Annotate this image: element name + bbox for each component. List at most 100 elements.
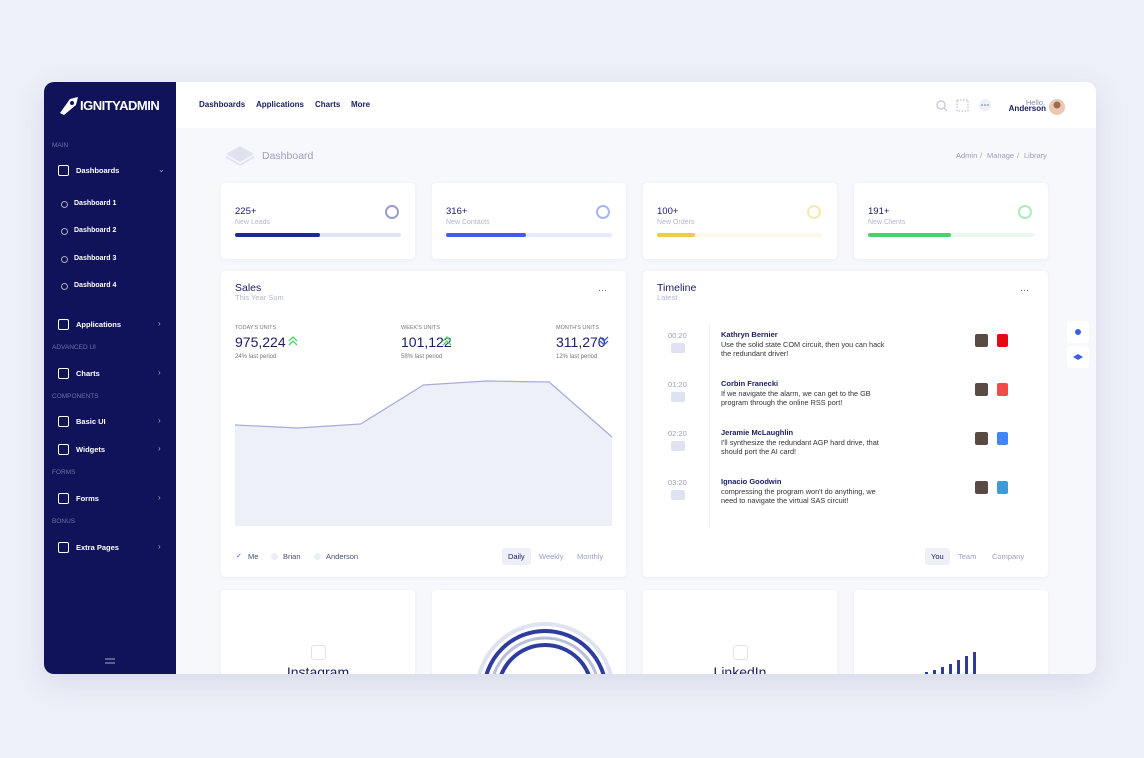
metric-value: 975,224 (235, 334, 286, 350)
menu-icon[interactable] (58, 368, 69, 379)
submenu-dot[interactable] (61, 283, 68, 290)
tab[interactable]: Team (958, 552, 977, 561)
timeline-avatar (975, 481, 988, 494)
nav-link[interactable]: Charts (315, 100, 341, 109)
nav-link[interactable]: Applications (256, 100, 305, 109)
stat-icon (807, 205, 821, 219)
timeline-logo (997, 481, 1008, 494)
legend-item[interactable]: Brian (283, 552, 301, 561)
menu-item[interactable]: Basic UI (76, 417, 106, 426)
sales-title: Sales (235, 282, 262, 294)
sidebar-section: FORMS (52, 469, 76, 476)
menu-icon[interactable] (58, 416, 69, 427)
donut-ring (492, 636, 598, 674)
tab[interactable]: Company (992, 552, 1025, 561)
donut-decor (477, 622, 613, 674)
submenu-dot[interactable] (61, 201, 68, 208)
breadcrumb-sep: / (980, 151, 983, 160)
menu-icon[interactable] (58, 319, 69, 330)
timeline-avatar (975, 432, 988, 445)
timeline-avatar (975, 383, 988, 396)
menu-item[interactable]: Extra Pages (76, 543, 119, 552)
menu-icon[interactable] (58, 444, 69, 455)
tab[interactable]: Monthly (577, 552, 604, 561)
timeline-subtitle: Latest (657, 293, 678, 302)
timeline-name: Ignacio Goodwin (721, 477, 782, 486)
menu-icon[interactable] (58, 542, 69, 553)
menu-chevron[interactable]: › (158, 444, 161, 453)
menu-item[interactable]: Forms (76, 494, 99, 503)
widget-card (854, 590, 1048, 674)
stat-value: 225+ (235, 206, 257, 217)
tab[interactable]: Weekly (539, 552, 564, 561)
stat-value: 316+ (446, 206, 468, 217)
submenu-item[interactable]: Dashboard 4 (74, 282, 117, 289)
donut-ring (477, 622, 613, 674)
breadcrumb-item[interactable]: Manage (987, 151, 1015, 160)
menu-icon[interactable] (58, 493, 69, 504)
progress-fill (446, 233, 526, 237)
user-name: Anderson (1008, 104, 1046, 113)
menu-item[interactable]: Dashboards (76, 166, 120, 175)
timeline-name: Kathryn Bernier (721, 330, 778, 339)
timeline-time: 02:20 (668, 429, 687, 438)
submenu-item[interactable]: Dashboard 3 (74, 255, 117, 262)
timeline-time: 03:20 (668, 478, 687, 487)
timeline-text: If we navigate the alarm, we can get to … (721, 389, 871, 398)
submenu-item[interactable]: Dashboard 1 (74, 200, 117, 207)
submenu-item[interactable]: Dashboard 2 (74, 227, 117, 234)
nav-link[interactable]: More (351, 100, 371, 109)
stat-label: New Contacts (446, 219, 490, 226)
menu-item[interactable]: Widgets (76, 445, 106, 454)
floating-buttons[interactable] (1066, 320, 1092, 372)
metric-value: 311,270 (556, 334, 606, 350)
donut-ring (484, 629, 606, 674)
trend-arrow (599, 336, 609, 346)
stat-value: 100+ (657, 206, 679, 217)
menu-chevron[interactable]: ⌄ (158, 165, 165, 174)
progress-fill (235, 233, 320, 237)
legend-item[interactable]: Me (248, 552, 259, 561)
menu-item[interactable]: Charts (76, 369, 100, 378)
stat-card (643, 183, 837, 259)
bars-decor-bar (925, 672, 928, 674)
card-menu[interactable]: ··· (1020, 285, 1029, 295)
menu-chevron[interactable]: › (158, 319, 161, 328)
tab[interactable]: You (925, 548, 950, 565)
timeline-text: the redundant driver! (721, 348, 789, 358)
timeline-title: Timeline (657, 282, 697, 294)
breadcrumb-sep: / (1017, 151, 1020, 160)
stat-label: New Leads (235, 219, 271, 226)
menu-item[interactable]: Applications (76, 320, 122, 329)
sales-chart (234, 380, 613, 526)
menu-chevron[interactable]: › (158, 368, 161, 377)
menu-icon[interactable] (58, 165, 69, 176)
legend-check (271, 553, 278, 560)
timeline-text: need to navigate the virtual SAS circuit… (721, 495, 849, 505)
widget-icon (311, 645, 326, 660)
menu-chevron[interactable]: › (158, 493, 161, 502)
stat-label: New Orders (657, 219, 695, 226)
breadcrumb-item[interactable]: Admin (956, 151, 978, 160)
timeline-name: Corbin Franecki (721, 379, 779, 388)
top-bar (176, 82, 1096, 128)
trend-arrow-path (288, 336, 298, 346)
metric-label: MONTH'S UNITS (556, 325, 599, 331)
submenu-dot[interactable] (61, 228, 68, 235)
breadcrumb-item[interactable]: Library (1024, 151, 1047, 160)
page-icon (225, 146, 255, 167)
nav-link[interactable]: Dashboards (199, 100, 246, 109)
progress-track (657, 233, 823, 237)
metric-change: 12% last period (556, 354, 598, 360)
card-menu[interactable]: ··· (598, 285, 607, 295)
sales-line (234, 380, 613, 438)
menu-chevron[interactable]: › (158, 416, 161, 425)
menu-chevron[interactable]: › (158, 542, 161, 551)
tab[interactable]: Daily (502, 548, 531, 565)
stat-card (854, 183, 1048, 259)
timeline-text: I'll synthesize the redundant AGP hard d… (721, 438, 879, 447)
sidebar-toggle[interactable] (104, 656, 116, 666)
legend-item[interactable]: Anderson (326, 552, 359, 561)
submenu-dot[interactable] (61, 256, 68, 263)
